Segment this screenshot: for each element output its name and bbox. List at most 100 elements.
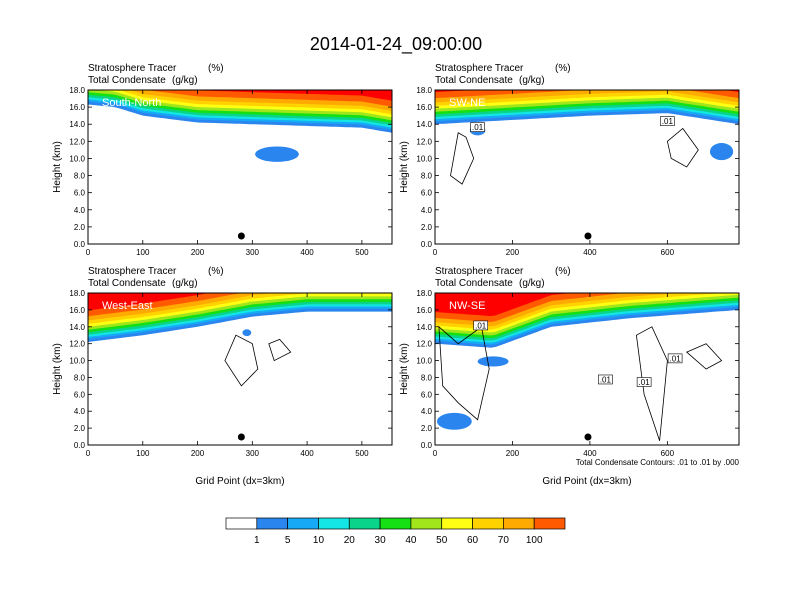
x-axis-label: Grid Point (dx=3km) [542,476,631,487]
condensate-contour [685,343,723,370]
tracer-field: .01 .01 [435,90,739,185]
y-tick-label: 8.0 [421,172,433,181]
condensate-contour [224,334,259,387]
colorbar-swatch [348,517,381,530]
panels: South-North Stratosphere Tracer (%) Total C… [52,63,740,487]
contour-label: .01 [475,321,487,330]
y-tick-label: 18.0 [416,86,432,95]
y-axis-label: Height (km) [52,141,63,193]
condensate-contour [438,325,490,421]
tracer-band-10 [435,90,739,99]
x-tick-label: 600 [661,248,675,257]
x-tick-label: 300 [246,248,260,257]
y-tick-label: 10.0 [69,357,85,366]
subtitle-tracer: Stratosphere Tracer [435,266,524,277]
y-tick-label: 6.0 [421,189,433,198]
y-tick-label: 4.0 [74,407,86,416]
y-tick-label: 2.0 [421,424,433,433]
y-tick-label: 10.0 [69,154,85,163]
tracer-field [88,90,392,162]
y-tick-label: 16.0 [69,306,85,315]
subtitle-condensate: Total Condensate [435,75,513,86]
subtitle-tracer: Stratosphere Tracer [88,63,177,74]
y-tick-label: 10.0 [416,154,432,163]
x-axis-label: Grid Point (dx=3km) [195,476,284,487]
subtitle-condensate-unit: (g/kg) [172,278,198,289]
x-tick-label: 0 [433,248,438,257]
panel-nw-se: .01 .01 .01 .01 NW-SE Stratosphere Tracer (%) T… [399,266,740,487]
colorbar-swatch [472,517,504,530]
tracer-band-11 [88,293,210,311]
y-tick-label: 14.0 [416,120,432,129]
contour-label: .01 [600,375,612,384]
y-tick-label: 2.0 [74,223,86,232]
y-tick-label: 8.0 [421,373,433,382]
contour-label-box [470,122,485,132]
colorbar-swatch [256,517,288,530]
subtitle-tracer: Stratosphere Tracer [435,63,524,74]
y-tick-label: 14.0 [69,323,85,332]
panel-west-east: West-East Stratosphere Tracer (%) Total Con… [52,266,393,487]
y-tick-label: 10.0 [416,357,432,366]
y-tick-label: 6.0 [421,390,433,399]
colorbar-label: 5 [285,535,291,546]
y-tick-label: 0.0 [74,441,86,450]
y-tick-label: 18.0 [69,289,85,298]
x-tick-label: 400 [300,449,314,458]
colorbar-label: 1 [254,535,260,546]
panel-sw-ne: .01 .01 SW-NE Stratosphere Tracer (%) Total C… [399,63,740,257]
panel-south-north: South-North Stratosphere Tracer (%) Total C… [52,63,393,257]
subtitle-tracer: Stratosphere Tracer [88,266,177,277]
colorbar-swatch [287,517,319,530]
subtitle-condensate-unit: (g/kg) [172,75,198,86]
x-tick-label: 400 [583,449,597,458]
contour-label-box [598,374,613,385]
colorbar: 1 5 10 20 30 40 50 60 70 100 [225,517,566,546]
y-tick-label: 18.0 [69,86,85,95]
subtitle-condensate-unit: (g/kg) [519,75,545,86]
subtitle-tracer-unit: (%) [208,266,224,277]
x-tick-label: 0 [433,449,438,458]
x-tick-label: 200 [506,248,520,257]
panel-tag: NW-SE [449,300,485,312]
subtitle-tracer-unit: (%) [555,63,571,74]
y-tick-label: 12.0 [416,340,432,349]
colorbar-label: 100 [526,535,543,546]
colorbar-swatch [379,517,412,530]
colorbar-swatch [441,517,473,530]
location-marker [584,232,592,240]
tracer-band-11 [435,293,571,317]
colorbar-label: 40 [405,535,417,546]
x-tick-label: 0 [86,449,91,458]
colorbar-label: 60 [467,535,479,546]
contour-label: .01 [662,117,674,126]
x-tick-label: 200 [191,449,205,458]
y-tick-label: 12.0 [69,340,85,349]
y-tick-label: 2.0 [74,424,86,433]
y-tick-label: 12.0 [416,137,432,146]
y-axis-label: Height (km) [399,343,410,395]
y-tick-label: 6.0 [74,189,86,198]
contour-label: .01 [639,378,651,387]
tracer-band-11 [194,90,392,101]
x-tick-label: 400 [583,248,597,257]
location-marker [237,433,245,441]
contour-label: .01 [472,123,484,132]
contour-label-box [473,320,488,331]
y-tick-label: 0.0 [74,240,86,249]
x-tick-label: 100 [136,248,150,257]
y-tick-label: 8.0 [74,172,86,181]
condensate-cell [242,329,252,337]
condensate-cell [436,412,472,430]
y-tick-label: 12.0 [69,137,85,146]
y-tick-label: 8.0 [74,373,86,382]
colorbar-label: 10 [313,535,325,546]
y-axis-label: Height (km) [52,343,63,395]
plot-frame [87,89,393,245]
y-tick-label: 6.0 [74,390,86,399]
subtitle-tracer-unit: (%) [208,63,224,74]
x-tick-label: 400 [300,248,314,257]
contour-label: .01 [670,354,682,363]
colorbar-swatch [503,517,535,530]
